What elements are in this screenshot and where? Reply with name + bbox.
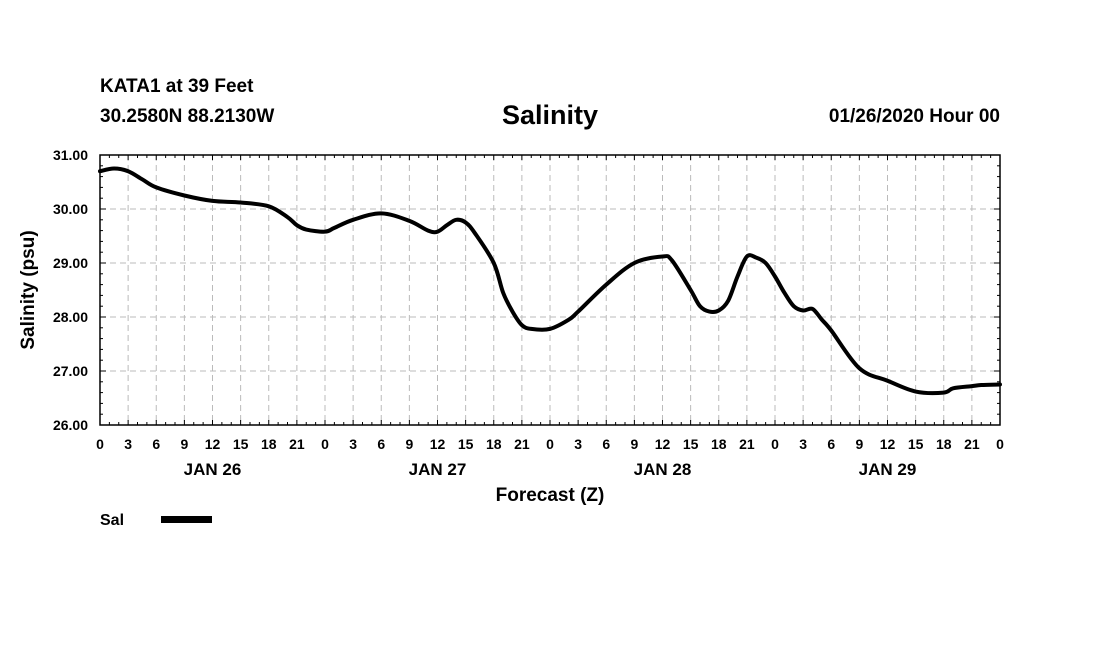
gridlines bbox=[100, 155, 1000, 425]
series-line-sal bbox=[98, 166, 1002, 396]
x-tick-label: 0 bbox=[996, 436, 1004, 452]
y-tick-label: 26.00 bbox=[53, 417, 88, 433]
x-tick-label: 21 bbox=[289, 436, 305, 452]
x-tick-label: 6 bbox=[152, 436, 160, 452]
y-axis-title: Salinity (psu) bbox=[18, 230, 39, 349]
station-coordinates: 30.2580N 88.2130W bbox=[100, 106, 275, 127]
x-tick-label: 15 bbox=[683, 436, 699, 452]
x-tick-label: 3 bbox=[574, 436, 582, 452]
x-tick-label: 6 bbox=[602, 436, 610, 452]
x-tick-label: 9 bbox=[180, 436, 188, 452]
y-tick-label: 28.00 bbox=[53, 309, 88, 325]
axis-labels: 0 3 6 9 12 15 18 21 0 3 6 9 12 15 18 21 0 3 6 9 12 15 18 21 0 3 6 9… bbox=[53, 147, 1004, 479]
x-tick-label: 18 bbox=[486, 436, 502, 452]
x-tick-label: 12 bbox=[655, 436, 671, 452]
x-tick-label: 6 bbox=[827, 436, 835, 452]
x-tick-label: 0 bbox=[546, 436, 554, 452]
x-tick-label: 15 bbox=[233, 436, 249, 452]
x-day-label: JAN 27 bbox=[409, 460, 467, 479]
x-tick-label: 21 bbox=[514, 436, 530, 452]
x-tick-label: 9 bbox=[630, 436, 638, 452]
axis-ticks bbox=[99, 154, 1001, 426]
x-tick-label: 15 bbox=[458, 436, 474, 452]
x-tick-label: 18 bbox=[711, 436, 727, 452]
y-tick-label: 31.00 bbox=[53, 147, 88, 163]
y-tick-label: 27.00 bbox=[53, 363, 88, 379]
x-tick-label: 9 bbox=[405, 436, 413, 452]
y-tick-label: 29.00 bbox=[53, 255, 88, 271]
x-tick-label: 18 bbox=[261, 436, 277, 452]
x-tick-label: 0 bbox=[96, 436, 104, 452]
x-tick-label: 21 bbox=[739, 436, 755, 452]
chart-title: Salinity bbox=[501, 100, 599, 130]
x-tick-label: 18 bbox=[936, 436, 952, 452]
legend-label-sal: Sal bbox=[100, 512, 124, 529]
x-tick-label: 21 bbox=[964, 436, 980, 452]
x-tick-label: 0 bbox=[321, 436, 329, 452]
x-axis-title: Forecast (Z) bbox=[496, 485, 605, 506]
x-day-label: JAN 26 bbox=[184, 460, 242, 479]
x-tick-label: 12 bbox=[205, 436, 221, 452]
x-tick-label: 3 bbox=[799, 436, 807, 452]
x-day-label: JAN 29 bbox=[859, 460, 917, 479]
x-day-label: JAN 28 bbox=[634, 460, 692, 479]
x-tick-label: 15 bbox=[908, 436, 924, 452]
x-tick-label: 9 bbox=[855, 436, 863, 452]
x-tick-label: 3 bbox=[349, 436, 357, 452]
y-tick-label: 30.00 bbox=[53, 201, 88, 217]
station-label: KATA1 at 39 Feet bbox=[100, 76, 254, 97]
x-tick-label: 6 bbox=[377, 436, 385, 452]
x-tick-label: 3 bbox=[124, 436, 132, 452]
x-tick-label: 0 bbox=[771, 436, 779, 452]
forecast-timestamp: 01/26/2020 Hour 00 bbox=[828, 106, 1000, 127]
legend-swatch-sal bbox=[161, 516, 212, 523]
x-tick-label: 12 bbox=[880, 436, 896, 452]
x-tick-label: 12 bbox=[430, 436, 446, 452]
